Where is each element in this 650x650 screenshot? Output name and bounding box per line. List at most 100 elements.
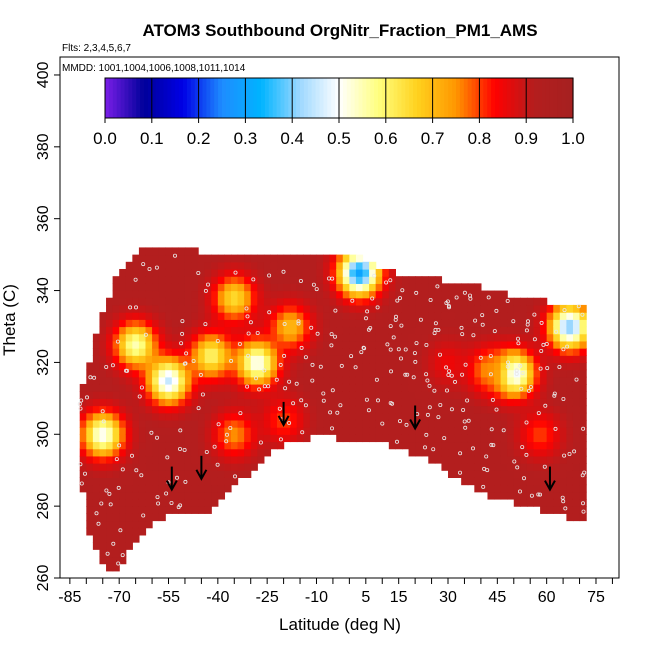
heatmap-cell — [178, 326, 186, 335]
heatmap-cell — [461, 369, 469, 378]
heatmap-cell — [204, 333, 212, 342]
heatmap-cell — [132, 254, 140, 263]
heatmap-cell — [237, 398, 245, 407]
heatmap-cell — [145, 333, 153, 342]
heatmap-cell — [434, 326, 443, 335]
heatmap-cell — [250, 290, 258, 299]
heatmap-cell — [106, 369, 114, 378]
heatmap-cell — [263, 261, 272, 270]
heatmap-cell — [421, 326, 429, 335]
heatmap-cell — [250, 268, 258, 277]
heatmap-cell — [132, 419, 140, 428]
heatmap-cell — [540, 383, 548, 392]
heatmap-cell — [494, 319, 502, 328]
heatmap-cell — [106, 527, 114, 536]
heatmap-cell — [355, 312, 364, 320]
heatmap-cell — [244, 412, 252, 421]
heatmap-cell — [513, 383, 521, 392]
heatmap-cell — [244, 312, 252, 320]
colorbar-swatch — [163, 78, 168, 118]
sample-point — [296, 321, 301, 326]
heatmap-cell — [513, 398, 521, 407]
heatmap-cell — [415, 290, 423, 299]
heatmap-cell — [283, 297, 291, 306]
heatmap-cell — [520, 376, 528, 385]
sample-point — [300, 430, 305, 435]
sample-point — [120, 467, 125, 472]
heatmap-cell — [250, 261, 258, 270]
heatmap-cell — [171, 506, 179, 514]
heatmap-cell — [230, 398, 239, 407]
heatmap-cell — [217, 405, 226, 414]
sample-point — [349, 354, 354, 359]
heatmap-cell — [500, 369, 508, 378]
heatmap-cell — [342, 362, 350, 371]
heatmap-cell — [99, 398, 107, 407]
heatmap-cell — [461, 391, 469, 399]
heatmap-cell — [296, 434, 304, 443]
sample-point — [422, 445, 427, 450]
heatmap-cell — [428, 405, 436, 414]
heatmap-cell — [507, 477, 515, 486]
heatmap-cell — [494, 312, 502, 320]
heatmap-cell — [171, 304, 179, 313]
heatmap-cell — [211, 391, 219, 399]
heatmap-cell — [119, 333, 127, 342]
heatmap-cell — [112, 297, 120, 306]
heatmap-cell — [474, 427, 482, 435]
heatmap-cell — [408, 304, 416, 313]
heatmap-cell — [132, 276, 140, 284]
heatmap-cell — [461, 283, 469, 292]
heatmap-cell — [540, 506, 548, 514]
heatmap-cell — [553, 419, 561, 428]
sample-point — [518, 489, 523, 494]
heatmap-cell — [533, 441, 541, 450]
heatmap-cell — [362, 326, 370, 335]
heatmap-cell — [349, 290, 357, 299]
heatmap-cell — [125, 283, 133, 292]
sample-point — [114, 457, 119, 462]
heatmap-cell — [138, 348, 147, 356]
heatmap-cell — [290, 376, 298, 385]
heatmap-cell — [566, 434, 574, 443]
heatmap-cell — [112, 333, 120, 342]
heatmap-cell — [237, 455, 245, 464]
heatmap-cell — [572, 376, 581, 385]
heatmap-cell — [349, 376, 357, 385]
heatmap-cell — [487, 319, 495, 328]
x-tick-label: 60 — [538, 589, 556, 606]
heatmap-cell — [559, 333, 567, 342]
heatmap-cell — [224, 412, 232, 421]
heatmap-cell — [362, 398, 370, 407]
heatmap-cell — [204, 427, 212, 435]
heatmap-cell — [257, 268, 265, 277]
sample-point — [299, 345, 304, 350]
heatmap-cell — [441, 455, 449, 464]
heatmap-cell — [204, 340, 212, 349]
heatmap-cell — [296, 412, 304, 421]
heatmap-cell — [211, 412, 219, 421]
heatmap-cell — [257, 283, 265, 292]
heatmap-cell — [283, 326, 291, 335]
heatmap-cell — [112, 542, 120, 550]
heatmap-cell — [106, 412, 114, 421]
heatmap-cell — [572, 304, 581, 313]
heatmap-cell — [500, 376, 508, 385]
heatmap-cell — [507, 427, 515, 435]
sample-point — [581, 501, 586, 506]
heatmap-cell — [178, 498, 186, 507]
heatmap-cell — [165, 506, 173, 514]
heatmap-cell — [540, 369, 548, 378]
sample-point — [335, 410, 340, 415]
heatmap-cell — [309, 254, 318, 263]
heatmap-cell — [132, 434, 140, 443]
heatmap-cell — [349, 297, 357, 306]
heatmap-cell — [191, 319, 199, 328]
heatmap-cell — [296, 276, 304, 284]
sample-point — [501, 428, 506, 433]
heatmap-cell — [99, 549, 107, 558]
colorbar-swatch — [288, 78, 293, 118]
heatmap-cell — [342, 348, 350, 356]
heatmap-cell — [329, 326, 337, 335]
heatmap-cell — [323, 391, 331, 399]
